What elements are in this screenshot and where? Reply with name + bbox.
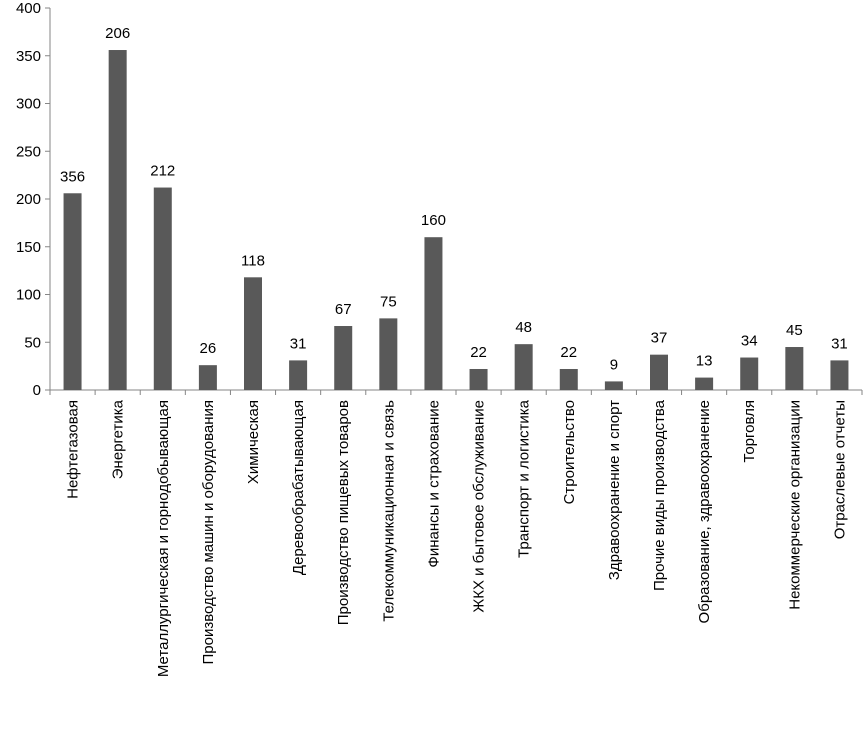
y-tick-label: 250 bbox=[16, 143, 41, 160]
bar bbox=[604, 381, 623, 390]
x-tick-label: Отраслевые отчеты bbox=[831, 400, 848, 539]
bar-label: 22 bbox=[560, 344, 577, 361]
bar bbox=[695, 377, 714, 390]
bar-label: 22 bbox=[470, 344, 487, 361]
bar-label: 160 bbox=[421, 212, 446, 229]
bar-label: 48 bbox=[515, 319, 532, 336]
x-tick-label: Транспорт и логистика bbox=[516, 399, 533, 558]
x-tick-label: ЖКХ и бытовое обслуживание bbox=[471, 400, 488, 613]
bar bbox=[740, 357, 759, 390]
bar bbox=[289, 360, 308, 390]
bar bbox=[469, 368, 488, 390]
bar-label: 206 bbox=[105, 25, 130, 42]
x-tick-label: Химическая bbox=[245, 400, 262, 484]
x-tick-label: Деревообрабатывающая bbox=[290, 400, 307, 575]
y-tick-label: 100 bbox=[16, 287, 41, 304]
bar-label: 31 bbox=[831, 335, 848, 352]
bar-label: 31 bbox=[290, 335, 307, 352]
x-tick-label: Прочие виды производства bbox=[651, 399, 668, 591]
y-tick-label: 300 bbox=[16, 96, 41, 113]
bar-label: 45 bbox=[786, 322, 803, 339]
x-tick-label: Образование, здравоохранение bbox=[696, 400, 713, 623]
bar bbox=[559, 368, 578, 390]
bar-label: 26 bbox=[200, 340, 217, 357]
y-tick-label: 200 bbox=[16, 191, 41, 208]
bar-label: 67 bbox=[335, 301, 352, 318]
x-tick-label: Производство машин и оборудования bbox=[200, 400, 217, 665]
bar-label: 34 bbox=[741, 333, 758, 350]
bar-label: 118 bbox=[241, 252, 265, 269]
bar bbox=[514, 344, 533, 390]
bar bbox=[424, 237, 443, 390]
x-tick-label: Металлургическая и горнодобывающая bbox=[155, 400, 172, 677]
bar-label: 212 bbox=[150, 163, 175, 180]
x-tick-label: Телекоммуникационная и связь bbox=[380, 400, 397, 622]
bar bbox=[198, 365, 217, 390]
bar bbox=[108, 50, 127, 391]
x-tick-label: Здравоохранение и спорт bbox=[606, 400, 623, 580]
y-tick-label: 0 bbox=[33, 382, 41, 399]
bar bbox=[63, 193, 82, 390]
bar bbox=[830, 360, 849, 390]
x-tick-label: Строительство bbox=[561, 400, 578, 504]
bar-label: 356 bbox=[60, 168, 85, 185]
bar-label: 9 bbox=[610, 356, 618, 373]
y-tick-label: 50 bbox=[24, 334, 41, 351]
bar-label: 75 bbox=[380, 293, 397, 310]
bar bbox=[334, 326, 353, 390]
bar bbox=[379, 318, 398, 390]
x-tick-label: Финансы и страхование bbox=[425, 400, 442, 568]
y-tick-label: 150 bbox=[16, 239, 41, 256]
y-tick-label: 350 bbox=[16, 48, 41, 65]
y-tick-label: 400 bbox=[16, 0, 41, 17]
bar-label: 13 bbox=[696, 353, 713, 370]
bar bbox=[244, 277, 262, 390]
bar-label: 37 bbox=[651, 330, 668, 347]
bar bbox=[785, 347, 804, 390]
x-tick-label: Торговля bbox=[741, 400, 758, 463]
x-tick-label: Нефтегазовая bbox=[65, 400, 82, 499]
x-tick-label: Некоммерческие организации bbox=[786, 400, 803, 610]
x-tick-label: Энергетика bbox=[110, 399, 127, 479]
x-tick-label: Производство пищевых товаров bbox=[335, 400, 352, 625]
bar bbox=[153, 187, 172, 390]
bar bbox=[650, 354, 668, 390]
